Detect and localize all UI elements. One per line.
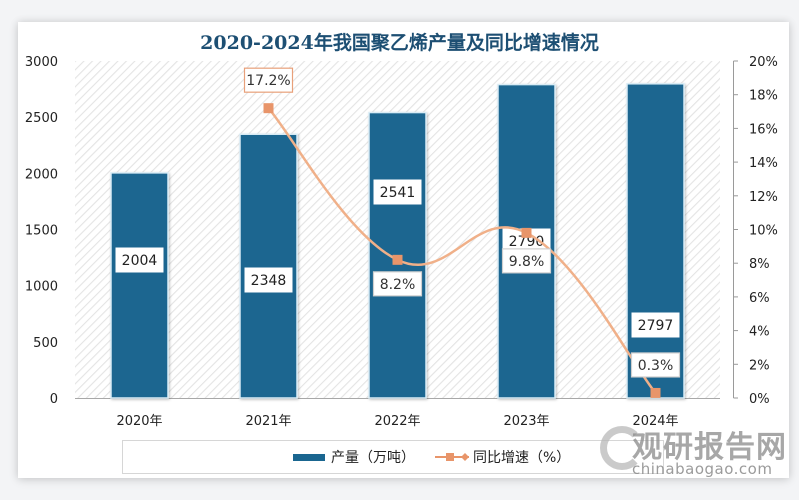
line-data-label-box (501, 248, 552, 274)
right-tick-label: 4% (749, 325, 770, 340)
x-tick-label: 2021年 (245, 414, 291, 429)
line-data-label-box (372, 271, 423, 297)
right-axis: 0% 2% 4% 6% 8% 10% 12% 14% 16% 18% 20% (733, 55, 778, 407)
left-tick-label: 3000 (25, 55, 58, 70)
right-tick-label: 18% (749, 89, 778, 104)
right-tick-label: 14% (749, 156, 778, 171)
right-tick-label: 2% (749, 358, 770, 373)
bar-data-label: 2004 (122, 253, 158, 269)
line-marker[interactable] (521, 227, 532, 238)
growth-line (267, 107, 657, 394)
left-tick-label: 1000 (25, 280, 58, 295)
line-data-label: 9.8% (509, 254, 545, 270)
bar-data-label-box (115, 247, 164, 273)
bar-data-label-box (631, 312, 680, 338)
left-tick-label: 0 (50, 392, 58, 407)
line-marker[interactable] (392, 254, 403, 265)
bar-data-label: 2797 (638, 318, 674, 334)
line-series: 17.2% 8.2% 9.8% 0.3% (243, 67, 681, 398)
legend-bar-swatch (293, 453, 325, 461)
right-tick-label: 20% (749, 55, 778, 70)
x-tick-label: 2022年 (374, 414, 420, 429)
line-data-label-box (243, 67, 294, 93)
legend-item-growth[interactable]: 同比增速（%） (435, 441, 570, 473)
x-axis-labels: 2020年 2021年 2022年 2023年 2024年 (116, 414, 678, 429)
left-tick-label: 1500 (25, 224, 58, 239)
right-tick-label: 10% (749, 224, 778, 239)
line-marker[interactable] (263, 103, 274, 114)
line-data-label: 0.3% (638, 358, 674, 374)
left-tick-label: 2000 (25, 167, 58, 182)
legend-label-production: 产量（万吨） (331, 450, 415, 466)
legend: 产量（万吨） 同比增速（%） (122, 440, 664, 474)
x-tick-label: 2023年 (503, 414, 549, 429)
bar-data-label-box (373, 179, 422, 205)
left-tick-label: 2500 (25, 111, 58, 126)
right-tick-label: 12% (749, 190, 778, 205)
bar-0[interactable] (110, 172, 169, 399)
legend-item-production[interactable]: 产量（万吨） (293, 441, 415, 473)
right-tick-label: 0% (749, 392, 770, 407)
right-tick-label: 16% (749, 122, 778, 137)
line-data-label: 8.2% (380, 277, 416, 293)
right-tick-label: 6% (749, 291, 770, 306)
bar-data-label: 2348 (251, 273, 287, 289)
chart-title: 2020-2024年我国聚乙烯产量及同比增速情况 (200, 32, 599, 54)
line-data-label: 17.2% (246, 73, 290, 89)
left-tick-label: 500 (33, 336, 58, 351)
bar-4[interactable] (626, 83, 685, 399)
legend-label-growth: 同比增速（%） (473, 450, 571, 466)
bar-data-label-box (244, 267, 293, 293)
left-axis: 0 500 1000 1500 2000 2500 3000 (25, 55, 58, 407)
x-tick-label: 2020年 (116, 414, 162, 429)
bar-data-label: 2541 (380, 185, 416, 201)
x-tick-label: 2024年 (632, 414, 678, 429)
right-tick-label: 8% (749, 257, 770, 272)
bar-1[interactable] (239, 133, 298, 399)
legend-line-marker-icon (435, 453, 469, 461)
line-marker[interactable] (650, 387, 661, 398)
line-data-label-box (630, 352, 681, 378)
